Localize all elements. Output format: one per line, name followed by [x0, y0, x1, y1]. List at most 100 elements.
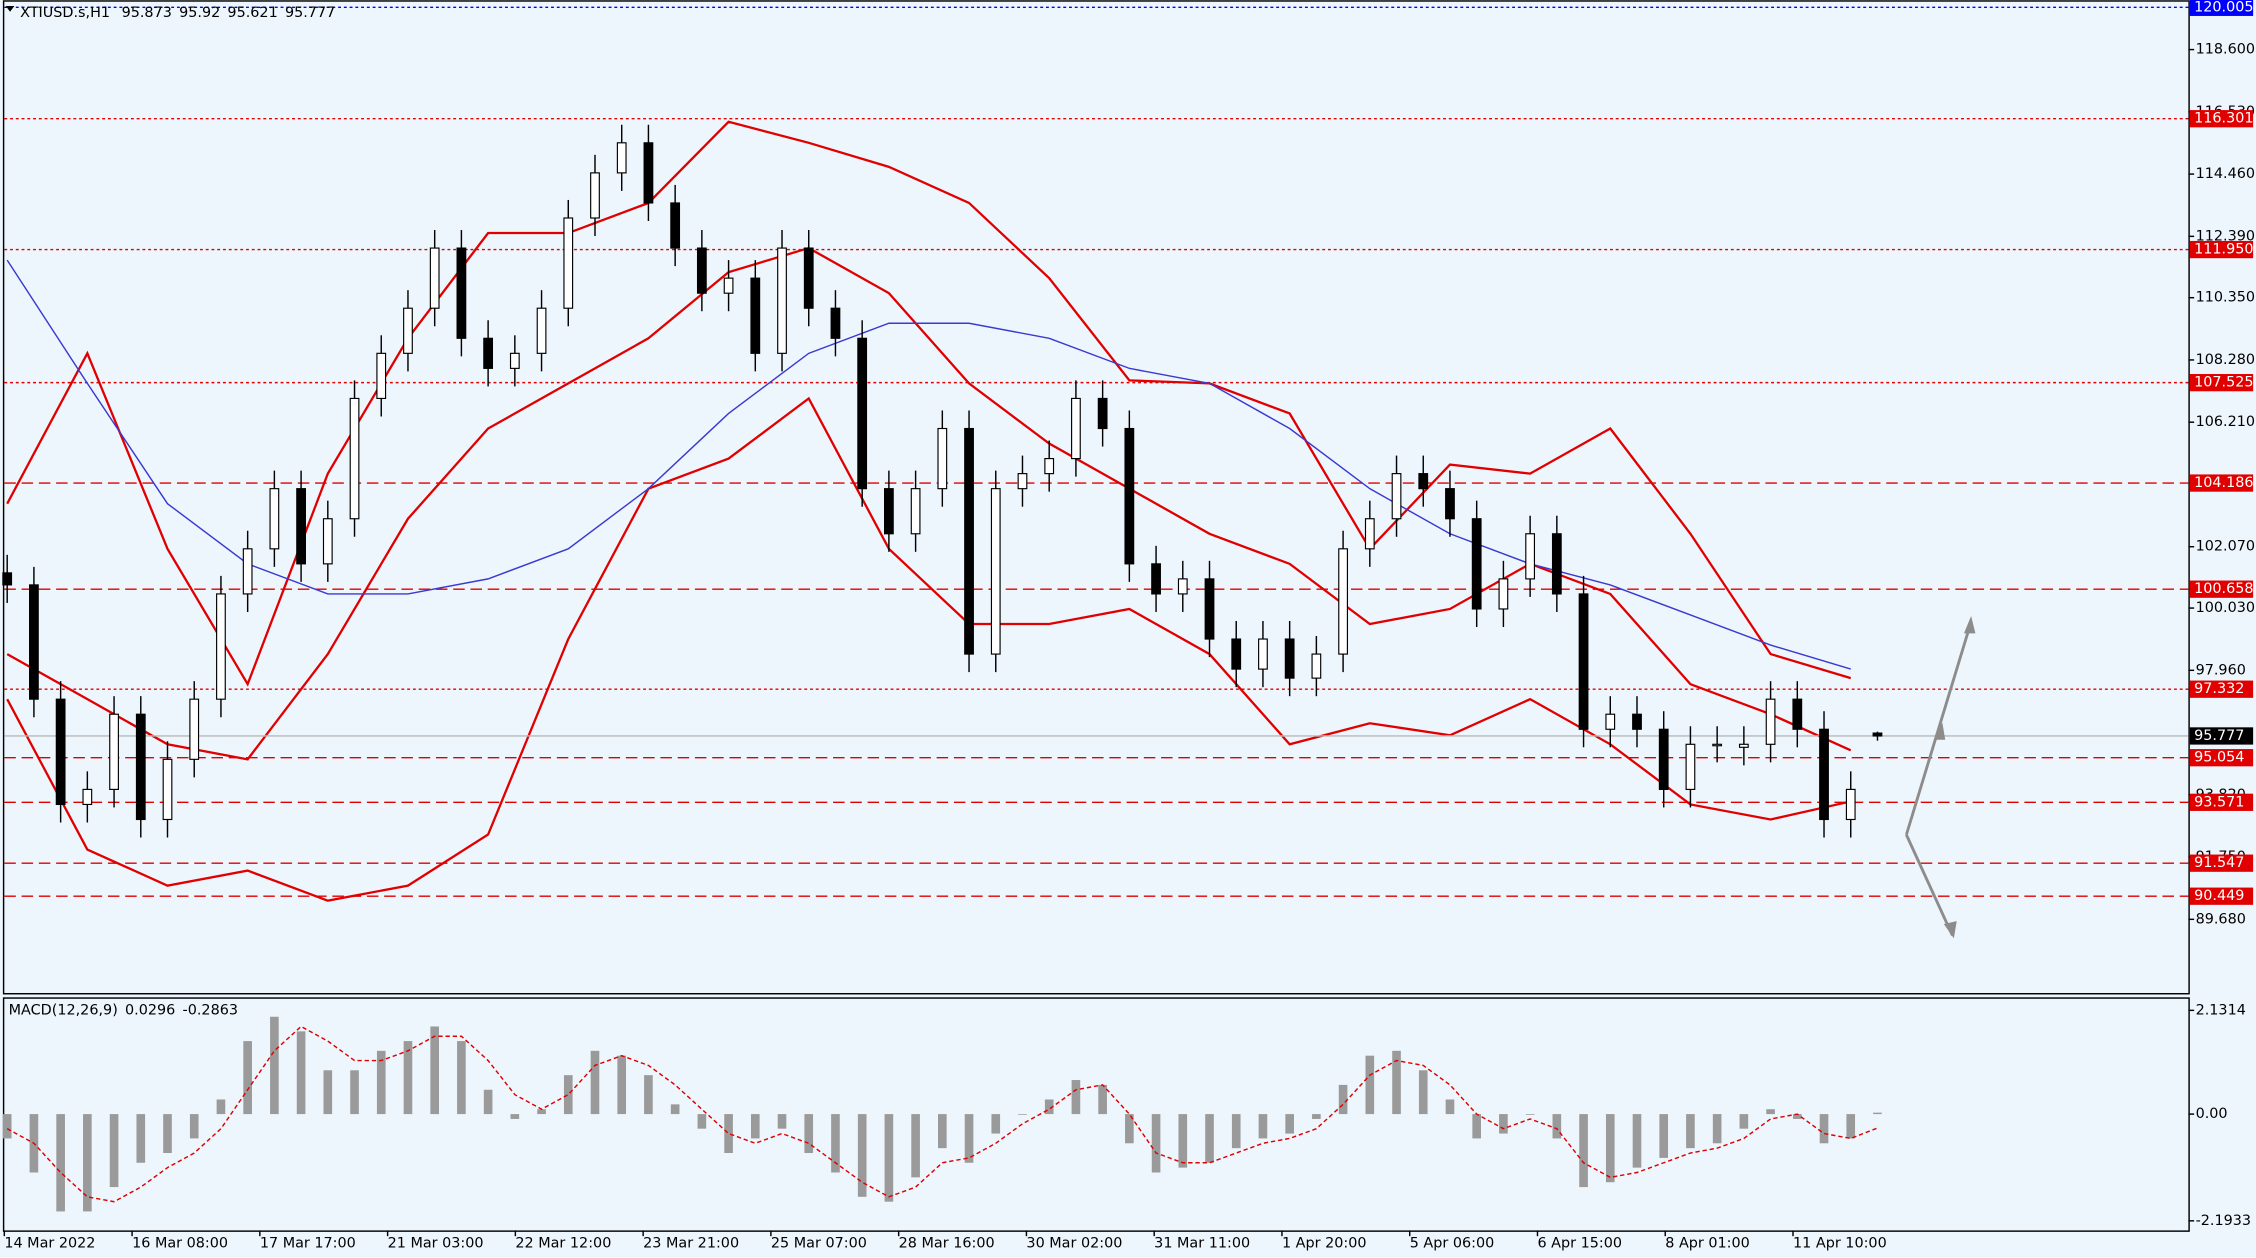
macd-bar	[216, 1099, 226, 1115]
candle-body	[1605, 713, 1616, 730]
macd-bar	[1285, 1114, 1294, 1134]
level-box	[2189, 854, 2254, 872]
macd-bar	[1819, 1114, 1829, 1144]
candle-body	[1364, 518, 1375, 550]
x-tick-label: 17 Mar 17:00	[260, 1235, 356, 1251]
candle-body	[242, 548, 253, 595]
macd-bar	[1792, 1114, 1802, 1119]
candle-body	[483, 337, 494, 369]
macd-bar	[911, 1114, 920, 1178]
y-tick-label: 106.210	[2196, 414, 2255, 430]
macd-bar	[1365, 1055, 1375, 1115]
drawing-layer	[2, 6, 2195, 1222]
candle-body	[269, 488, 280, 550]
candle-body	[216, 593, 226, 700]
x-tick-label: 28 Mar 16:00	[899, 1235, 995, 1251]
macd-bar	[56, 1114, 65, 1212]
level-box	[2189, 374, 2254, 392]
macd-bar	[750, 1114, 760, 1139]
close: 95.777	[285, 5, 335, 21]
candle-body	[349, 397, 360, 520]
y-tick-label: 100.030	[2196, 600, 2255, 616]
candle-body	[1151, 563, 1161, 595]
macd-bar	[1686, 1114, 1695, 1149]
candle-body	[1204, 578, 1215, 640]
x-tick-label: 1 Apr 20:00	[1282, 1235, 1367, 1251]
y-tick-label: 97.960	[2196, 662, 2246, 678]
macd-bar	[350, 1070, 359, 1115]
level-label: 91.547	[2194, 855, 2244, 871]
macd-bar	[1499, 1114, 1508, 1134]
level-label: 111.950	[2194, 242, 2253, 258]
candle-body	[1658, 728, 1669, 790]
macd-bar	[376, 1050, 386, 1115]
candle-body	[2, 572, 13, 586]
macd-bar	[938, 1114, 947, 1149]
macd-bar	[537, 1109, 546, 1115]
macd-bar	[1098, 1084, 1107, 1115]
macd-bar	[430, 1026, 439, 1115]
y-tick-label: 110.350	[2196, 290, 2255, 306]
x-tick-label: 11 Apr 10:00	[1793, 1235, 1887, 1251]
macd-bar	[1312, 1114, 1321, 1119]
open: 95.873	[122, 5, 172, 21]
y-tick-label: 112.390	[2196, 228, 2255, 244]
candle-body	[1231, 638, 1242, 670]
macd-bar	[1178, 1114, 1188, 1168]
macd-tick-label: 0.00	[2196, 1106, 2228, 1122]
signal-value: -0.2863	[183, 1002, 239, 1018]
macd-bar	[83, 1114, 92, 1212]
candle-body	[696, 247, 707, 294]
macd-bar	[457, 1041, 466, 1115]
macd-bar	[590, 1050, 600, 1115]
down-projection	[1905, 834, 1954, 937]
indicator-line	[6, 120, 1852, 687]
level-label: 93.571	[2194, 794, 2244, 810]
candle-body	[616, 142, 627, 174]
macd-bar	[804, 1114, 814, 1154]
macd-bar	[1552, 1114, 1562, 1139]
candle-body	[1044, 458, 1055, 475]
macd-bar	[1472, 1114, 1482, 1139]
macd-bar	[270, 1016, 279, 1115]
candle-body	[536, 307, 547, 354]
macd-bar	[510, 1114, 520, 1119]
y-tick-label: 118.600	[2196, 42, 2255, 58]
candle-body	[777, 247, 787, 354]
macd-bar	[2, 1114, 12, 1139]
candle-body	[1445, 488, 1455, 520]
candle-body	[1685, 743, 1696, 790]
price-box	[2189, 727, 2254, 745]
candle-body	[1632, 713, 1642, 730]
macd-bar	[670, 1104, 680, 1115]
x-tick-label: 30 Mar 02:00	[1026, 1235, 1122, 1251]
candle-body	[990, 488, 1001, 655]
candle-body	[1765, 698, 1776, 745]
x-tick-label: 22 Mar 12:00	[515, 1235, 611, 1251]
macd-bar	[1338, 1084, 1348, 1115]
macd-bar	[323, 1070, 333, 1115]
level-box	[2189, 580, 2254, 598]
macd-bar	[1258, 1114, 1268, 1139]
x-tick-label: 25 Mar 07:00	[771, 1235, 867, 1251]
candle-body	[1284, 638, 1295, 679]
candle-body	[723, 277, 734, 294]
candle-body	[937, 427, 948, 490]
collapse-icon[interactable]	[5, 6, 15, 12]
level-box	[2189, 240, 2254, 259]
macd-bar	[1873, 1112, 1882, 1115]
y-tick-label: 108.280	[2196, 352, 2255, 368]
candle-body	[296, 488, 306, 565]
macd-bar	[1712, 1114, 1722, 1144]
candle-body	[563, 217, 574, 309]
candle-body	[1551, 533, 1562, 595]
candle-body	[1578, 593, 1589, 730]
macd-bar	[296, 1031, 306, 1115]
level-box	[2189, 749, 2254, 767]
candle-body	[1071, 397, 1081, 460]
macd-bar	[884, 1114, 894, 1202]
level-label: 120.005	[2194, 0, 2253, 15]
x-tick-label: 16 Mar 08:00	[132, 1235, 228, 1251]
